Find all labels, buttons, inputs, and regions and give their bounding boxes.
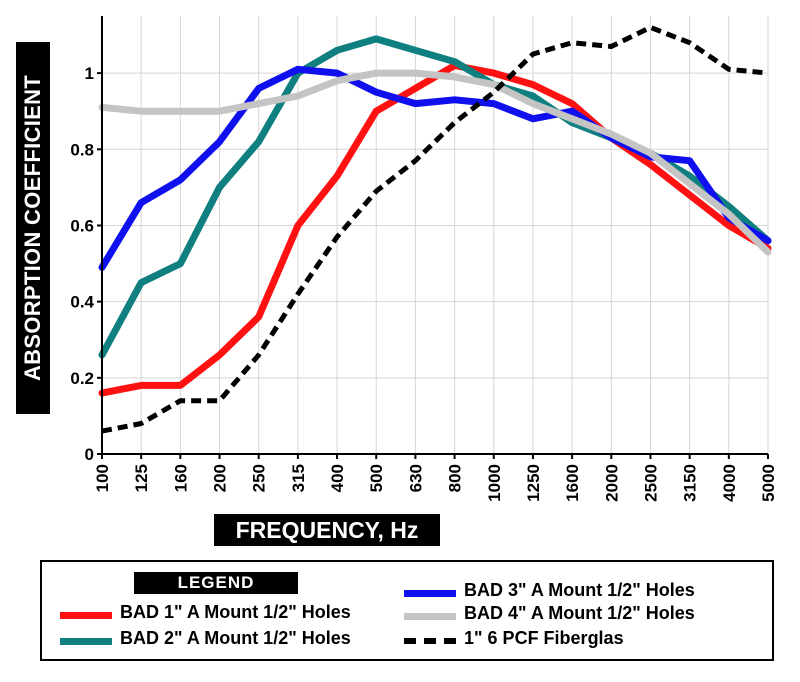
y-axis-label-box bbox=[16, 42, 50, 414]
x-tick-label: 500 bbox=[367, 464, 386, 492]
x-tick-label: 800 bbox=[446, 464, 465, 492]
x-tick-label: 2500 bbox=[642, 464, 661, 502]
x-tick-label: 2000 bbox=[602, 464, 621, 502]
legend-label: BAD 2" A Mount 1/2" Holes bbox=[120, 628, 351, 648]
y-tick-label: 0.2 bbox=[70, 369, 94, 388]
y-tick-label: 0.4 bbox=[70, 293, 94, 312]
legend-label: BAD 4" A Mount 1/2" Holes bbox=[464, 603, 695, 623]
y-tick-label: 0.8 bbox=[70, 140, 94, 159]
series-line-3 bbox=[98, 69, 772, 256]
x-tick-label: 250 bbox=[250, 464, 269, 492]
x-tick-label: 1250 bbox=[524, 464, 543, 502]
x-axis-label: FREQUENCY, Hz bbox=[214, 514, 440, 546]
x-tick-label: 4000 bbox=[720, 464, 739, 502]
legend: LEGEND BAD 1" A Mount 1/2" Holes BAD 2" … bbox=[40, 560, 774, 661]
axes bbox=[101, 16, 768, 455]
series-lines bbox=[98, 24, 772, 434]
y-tick-label: 0 bbox=[85, 445, 94, 464]
legend-title: LEGEND bbox=[134, 572, 298, 594]
x-tick-label: 100 bbox=[93, 464, 112, 492]
y-tick-label: 1 bbox=[85, 64, 94, 83]
series-line-4 bbox=[101, 24, 769, 434]
x-tick-label: 630 bbox=[406, 464, 425, 492]
y-axis-label: ABSORPTION COEFFICIENT bbox=[20, 74, 45, 382]
legend-label: BAD 1" A Mount 1/2" Holes bbox=[120, 602, 351, 622]
x-tick-labels: 100 125 160 200 250 315 400 500 630 800 1000 1250 16… bbox=[93, 454, 778, 502]
legend-label: BAD 3" A Mount 1/2" Holes bbox=[464, 580, 695, 600]
x-tick-label: 1000 bbox=[485, 464, 504, 502]
x-tick-label: 3150 bbox=[681, 464, 700, 502]
legend-swatch-red bbox=[60, 612, 112, 619]
legend-swatch-dashed bbox=[404, 638, 456, 644]
legend-swatch-blue bbox=[404, 590, 456, 597]
x-tick-label: 1600 bbox=[563, 464, 582, 502]
x-tick-label: 315 bbox=[289, 464, 308, 492]
x-tick-label: 160 bbox=[171, 464, 190, 492]
x-tick-label: 5000 bbox=[759, 464, 778, 502]
x-tick-label: 125 bbox=[132, 464, 151, 492]
y-tick-labels: 0 0.2 0.4 0.6 0.8 1 bbox=[70, 64, 102, 464]
x-tick-label: 200 bbox=[211, 464, 230, 492]
legend-label: 1" 6 PCF Fiberglas bbox=[464, 628, 624, 648]
plot-area bbox=[102, 16, 768, 454]
legend-swatch-gray bbox=[404, 613, 456, 620]
x-tick-label: 400 bbox=[328, 464, 347, 492]
legend-swatch-teal bbox=[60, 638, 112, 645]
y-tick-label: 0.6 bbox=[70, 216, 94, 235]
